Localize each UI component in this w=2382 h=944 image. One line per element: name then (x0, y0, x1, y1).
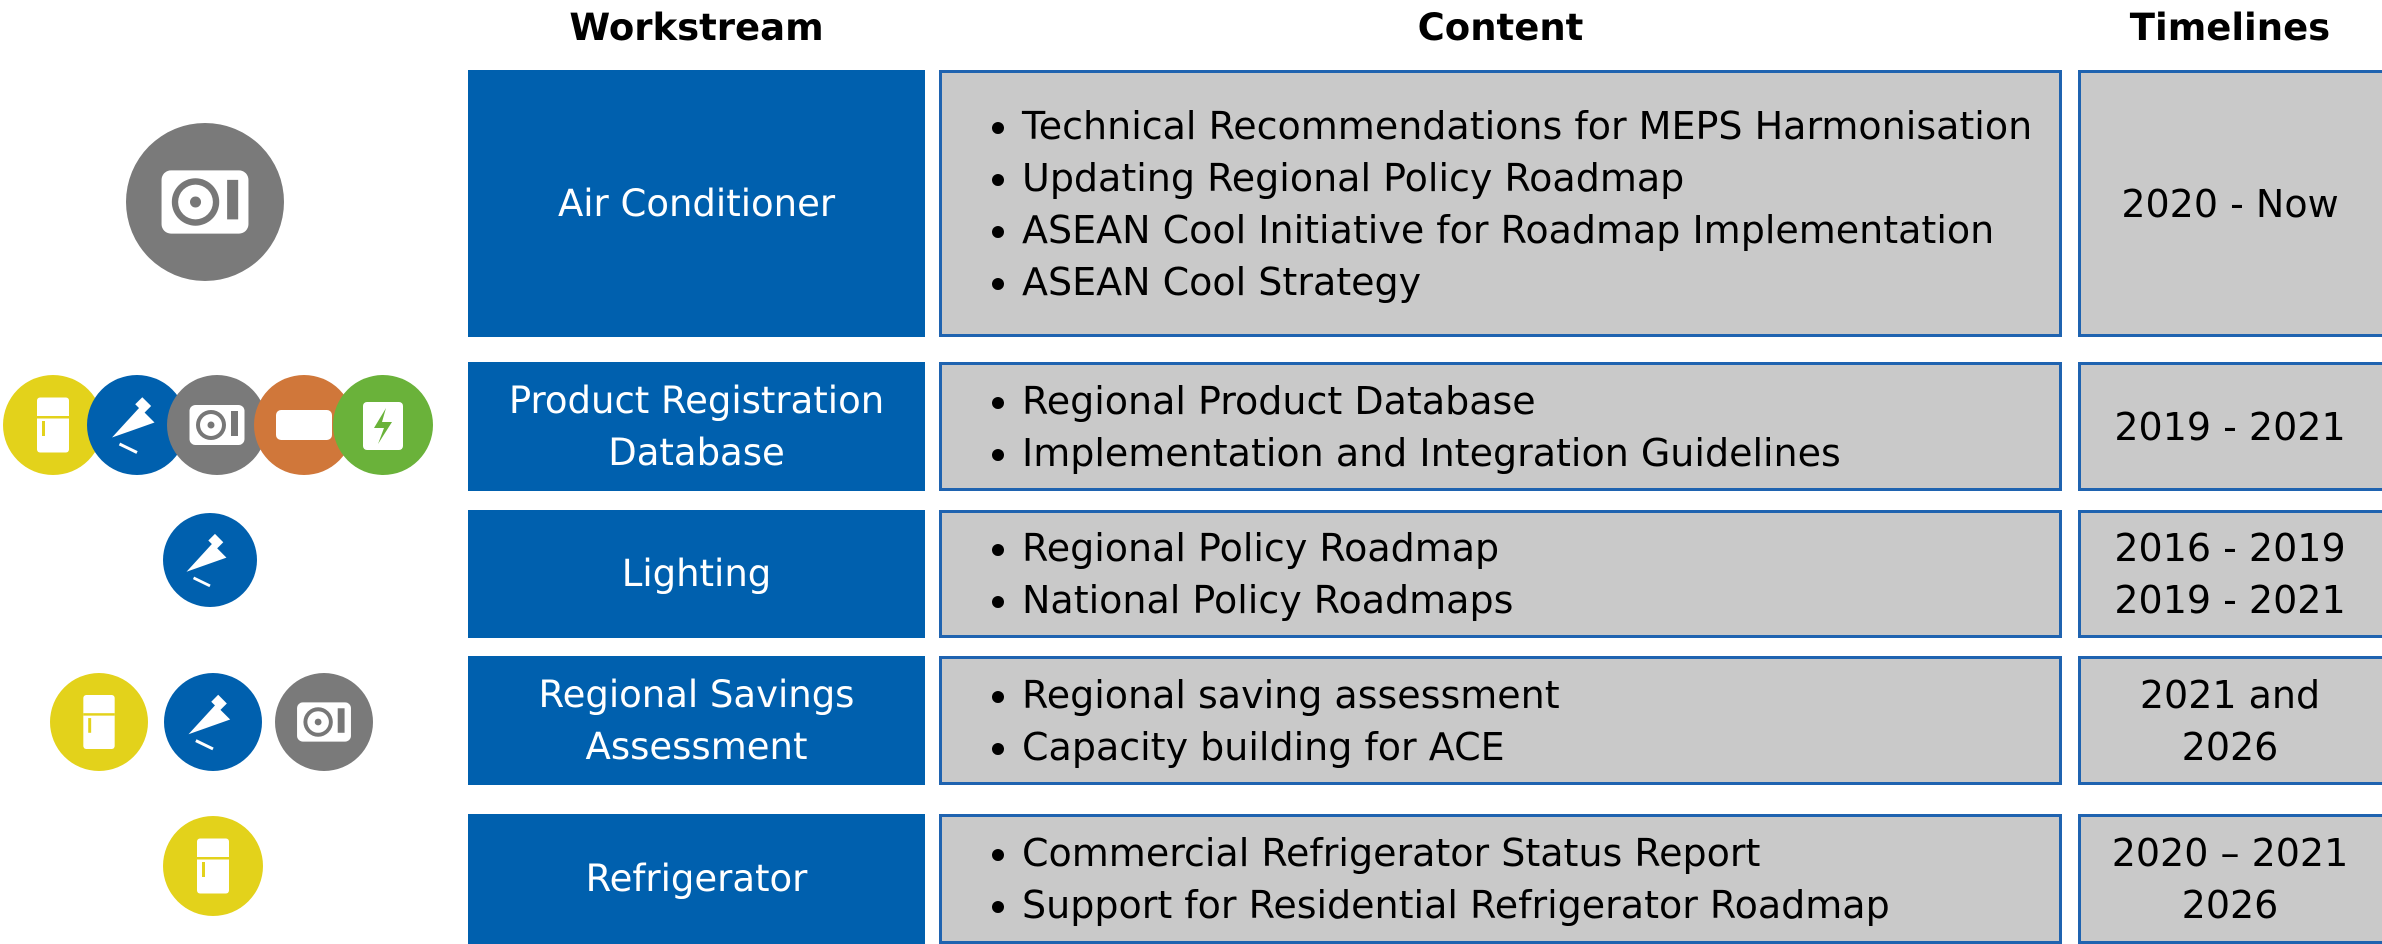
timeline-line: 2016 - 2019 (2114, 526, 2346, 570)
header-content: Content (1417, 6, 1584, 49)
content-list: Regional Policy RoadmapNational Policy R… (942, 522, 1533, 626)
content-item: Capacity building for ACE (1022, 721, 1560, 773)
content-list: Technical Recommendations for MEPS Harmo… (942, 100, 2052, 308)
content-item: Implementation and Integration Guideline… (1022, 427, 1841, 479)
timeline-cell: 2020 – 2021 2026 (2078, 814, 2382, 944)
content-cell: Regional Policy RoadmapNational Policy R… (939, 510, 2062, 638)
timeline-line: 2026 (2181, 883, 2279, 927)
content-item: National Policy Roadmaps (1022, 574, 1513, 626)
content-cell: Regional Product DatabaseImplementation … (939, 362, 2062, 491)
content-list: Regional saving assessmentCapacity build… (942, 669, 1580, 773)
header-workstream: Workstream (569, 6, 824, 49)
content-item: ASEAN Cool Strategy (1022, 256, 2032, 308)
content-item: Regional Product Database (1022, 375, 1841, 427)
timeline-line: 2019 - 2021 (2114, 578, 2346, 622)
timeline-cell: 2016 - 2019 2019 - 2021 (2078, 510, 2382, 638)
content-list: Commercial Refrigerator Status ReportSup… (942, 827, 1910, 931)
content-item: Regional saving assessment (1022, 669, 1560, 721)
timeline-line: 2020 - Now (2121, 181, 2339, 226)
timeline-line: 2019 - 2021 (2114, 404, 2346, 449)
content-list: Regional Product DatabaseImplementation … (942, 375, 1861, 479)
content-item: Updating Regional Policy Roadmap (1022, 152, 2032, 204)
workstream-cell: Lighting (468, 510, 925, 638)
content-item: Technical Recommendations for MEPS Harmo… (1022, 100, 2032, 152)
workstream-cell: Refrigerator (468, 814, 925, 944)
icons (3, 123, 433, 916)
workstream-cell: Regional Savings Assessment (468, 656, 925, 785)
timeline-line: 2020 – 2021 (2111, 831, 2349, 875)
timeline-cell: 2019 - 2021 (2078, 362, 2382, 491)
content-item: Regional Policy Roadmap (1022, 522, 1513, 574)
content-cell: Technical Recommendations for MEPS Harmo… (939, 70, 2062, 337)
header-timelines: Timelines (2129, 6, 2331, 49)
content-cell: Commercial Refrigerator Status ReportSup… (939, 814, 2062, 944)
timeline-cell: 2021 and 2026 (2078, 656, 2382, 785)
content-cell: Regional saving assessmentCapacity build… (939, 656, 2062, 785)
timeline-cell: 2020 - Now (2078, 70, 2382, 337)
content-item: Commercial Refrigerator Status Report (1022, 827, 1890, 879)
workstream-cell: Product Registration Database (468, 362, 925, 491)
workstream-cell: Air Conditioner (468, 70, 925, 337)
timeline-line: 2021 and (2139, 672, 2321, 717)
timeline-line: 2026 (2181, 724, 2279, 769)
content-item: Support for Residential Refrigerator Roa… (1022, 879, 1890, 931)
content-item: ASEAN Cool Initiative for Roadmap Implem… (1022, 204, 2032, 256)
